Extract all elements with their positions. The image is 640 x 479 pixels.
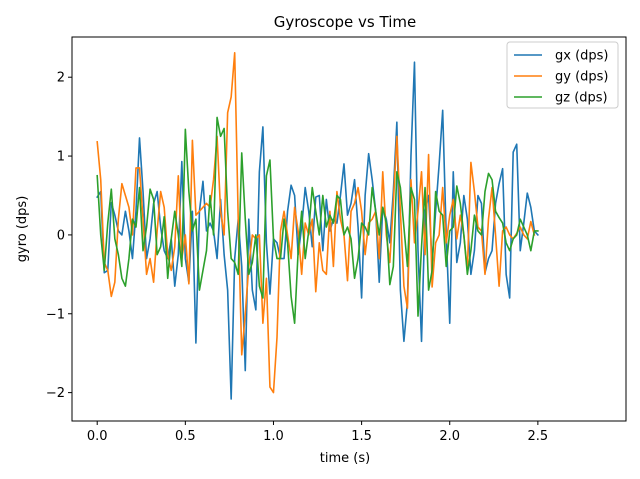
legend-box xyxy=(506,41,619,109)
x-tick-label: 2.5 xyxy=(528,429,549,444)
plot-area xyxy=(71,36,627,422)
y-tick-label: 0 xyxy=(57,228,65,243)
axes-frame xyxy=(71,36,627,422)
x-tick-label: 1.0 xyxy=(263,429,284,444)
x-axis: 0.0 0.5 1.0 1.5 2.0 2.5 xyxy=(87,421,548,444)
x-axis-label: time (s) xyxy=(320,451,370,466)
legend: gx (dps) gy (dps) gz (dps) xyxy=(506,41,619,109)
x-tick-label: 1.5 xyxy=(351,429,372,444)
y-tick-label: 2 xyxy=(57,71,65,86)
y-axis: −2 −1 0 1 2 xyxy=(46,71,72,401)
x-tick-label: 0.5 xyxy=(175,429,196,444)
y-tick-label: −2 xyxy=(46,386,65,401)
x-tick-label: 2.0 xyxy=(439,429,460,444)
legend-label: gx (dps) xyxy=(555,49,609,64)
legend-label: gy (dps) xyxy=(555,70,609,85)
series-line-2 xyxy=(96,51,536,394)
y-axis-label: gyro (dps) xyxy=(15,196,30,263)
chart-title: Gyroscope vs Time xyxy=(274,13,416,31)
series-line-3 xyxy=(96,116,539,325)
y-tick-label: 1 xyxy=(57,150,65,165)
x-tick-label: 0.0 xyxy=(87,429,108,444)
series-lines xyxy=(96,51,539,400)
y-tick-label: −1 xyxy=(46,307,65,322)
legend-label: gz (dps) xyxy=(555,91,608,106)
